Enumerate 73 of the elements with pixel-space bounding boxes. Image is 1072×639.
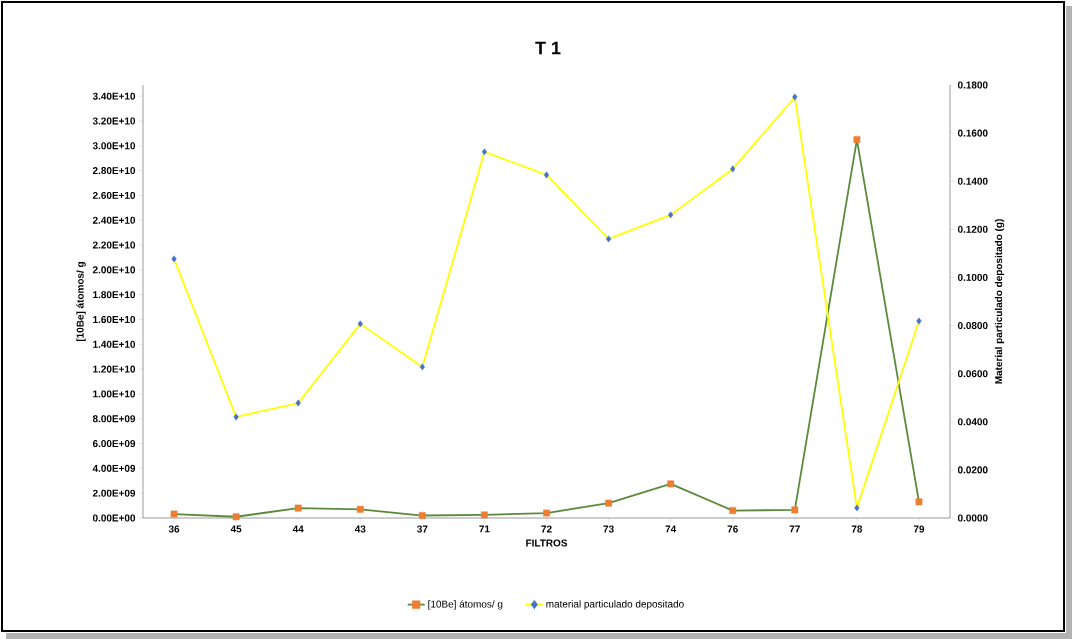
x-tick-label: 37 bbox=[417, 525, 428, 533]
point bbox=[606, 235, 612, 243]
y2-tick-label: 0.0400 bbox=[957, 418, 988, 426]
y2-tick-label: 0.1400 bbox=[957, 177, 988, 185]
y-tick-label: 1.40E+10 bbox=[93, 340, 136, 348]
x-tick-label: 77 bbox=[789, 525, 800, 533]
y2-tick-label: 0.1800 bbox=[957, 81, 988, 89]
point bbox=[543, 509, 550, 517]
point bbox=[605, 499, 612, 507]
y-tick-label: 8.00E+09 bbox=[92, 415, 136, 423]
point bbox=[791, 506, 799, 514]
x-tick-label: 71 bbox=[479, 525, 490, 533]
y-tick-label: 4.00E+09 bbox=[92, 464, 136, 472]
y2-tick-label: 0.1200 bbox=[957, 225, 988, 233]
y-tick-label: 6.00E+09 bbox=[92, 440, 136, 448]
y-tick-label: 3.20E+10 bbox=[92, 117, 136, 125]
x-tick-label: 76 bbox=[727, 525, 738, 533]
y-tick-label: 2.00E+10 bbox=[92, 266, 136, 274]
point bbox=[295, 399, 301, 407]
legend-label: [10Be] átomos/ g bbox=[428, 600, 503, 610]
y-tick-label: 2.20E+10 bbox=[92, 241, 136, 249]
point bbox=[481, 148, 488, 156]
point bbox=[543, 171, 550, 179]
y-tick-label: 2.00E+09 bbox=[92, 489, 136, 497]
x-tick-label: 45 bbox=[230, 525, 242, 533]
point bbox=[915, 498, 923, 506]
point bbox=[854, 504, 860, 512]
point bbox=[356, 505, 364, 513]
point bbox=[418, 512, 426, 519]
x-tick-label: 78 bbox=[851, 525, 863, 533]
point bbox=[853, 136, 861, 143]
point bbox=[481, 511, 488, 519]
point bbox=[294, 504, 302, 512]
x-axis-title: FILTROS bbox=[526, 539, 568, 547]
y2-tick-label: 0.0800 bbox=[957, 322, 988, 330]
y2-tick-label: 0.0000 bbox=[957, 514, 988, 522]
y-axis-title: [10Be] átomos/ g bbox=[76, 262, 86, 342]
x-tick-label: 36 bbox=[168, 525, 180, 533]
y-tick-label: 3.40E+10 bbox=[92, 92, 136, 100]
y-tick-label: 2.40E+10 bbox=[92, 216, 136, 224]
point bbox=[170, 510, 178, 518]
point bbox=[232, 513, 240, 521]
point bbox=[792, 93, 798, 101]
y2-tick-label: 0.0200 bbox=[957, 466, 988, 474]
y-tick-label: 2.80E+10 bbox=[92, 167, 136, 175]
point bbox=[667, 480, 675, 488]
point bbox=[171, 255, 177, 263]
x-tick-label: 44 bbox=[292, 525, 304, 533]
y-tick-label: 0.00E+00 bbox=[92, 514, 136, 522]
y2-tick-label: 0.1600 bbox=[957, 129, 988, 137]
x-tick-label: 72 bbox=[541, 525, 552, 533]
y-tick-label: 1.00E+10 bbox=[93, 390, 136, 398]
point bbox=[419, 363, 425, 371]
point bbox=[916, 317, 922, 325]
x-tick-label: 73 bbox=[603, 525, 614, 533]
point bbox=[730, 165, 736, 173]
y2-tick-label: 0.0600 bbox=[957, 370, 988, 378]
point bbox=[233, 413, 239, 421]
y2-axis-title: Material particulado depositado (g) bbox=[994, 219, 1005, 384]
legend-label: material particulado depositado bbox=[546, 600, 684, 610]
y2-tick-label: 0.1000 bbox=[957, 273, 988, 281]
x-tick-label: 79 bbox=[913, 525, 925, 533]
y-tick-label: 1.60E+10 bbox=[93, 315, 136, 324]
x-tick-label: 43 bbox=[354, 525, 366, 533]
y-tick-label: 1.20E+10 bbox=[93, 365, 136, 373]
chart-title: T 1 bbox=[535, 41, 561, 55]
x-tick-label: 74 bbox=[665, 525, 677, 533]
point bbox=[729, 507, 737, 514]
y-tick-label: 1.80E+10 bbox=[93, 291, 136, 299]
point bbox=[668, 211, 674, 219]
y-tick-label: 2.60E+10 bbox=[92, 191, 136, 199]
y-tick-label: 3.00E+10 bbox=[92, 142, 136, 150]
point bbox=[357, 320, 363, 328]
